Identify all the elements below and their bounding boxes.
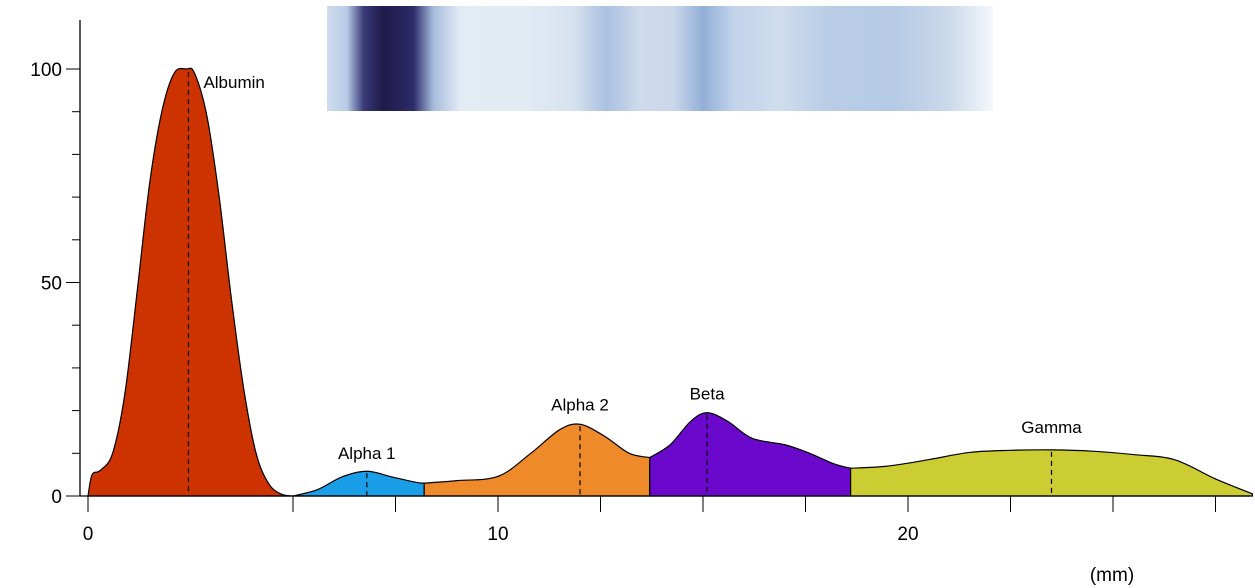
peak-label-gamma: Gamma xyxy=(1021,418,1082,437)
y-axis-ticks: 0 50 100 xyxy=(30,60,80,508)
x-axis-ticks: 0 10 20 xyxy=(83,496,1216,545)
x-tick-label: 0 xyxy=(83,524,94,545)
peak-labels: Albumin Alpha 1 Alpha 2 Beta Gamma xyxy=(203,73,1082,463)
peak-label-albumin: Albumin xyxy=(203,73,264,92)
peak-markers xyxy=(187,72,1053,496)
fraction-area-alpha-1 xyxy=(292,470,425,497)
fraction-area-beta xyxy=(649,412,852,497)
gel-strip-image xyxy=(327,6,993,111)
peak-label-alpha-2: Alpha 2 xyxy=(551,395,609,414)
y-tick-label: 100 xyxy=(30,60,62,81)
y-tick-label: 50 xyxy=(41,274,62,295)
peak-label-beta: Beta xyxy=(690,385,726,404)
fraction-area-alpha-2 xyxy=(423,423,651,497)
y-tick-label: 0 xyxy=(51,487,62,508)
x-axis-unit-label: (mm) xyxy=(1090,565,1134,586)
x-tick-label: 10 xyxy=(487,524,508,545)
peak-label-alpha-1: Alpha 1 xyxy=(338,444,396,463)
fraction-area-albumin xyxy=(87,67,294,497)
x-tick-label: 20 xyxy=(897,524,918,545)
